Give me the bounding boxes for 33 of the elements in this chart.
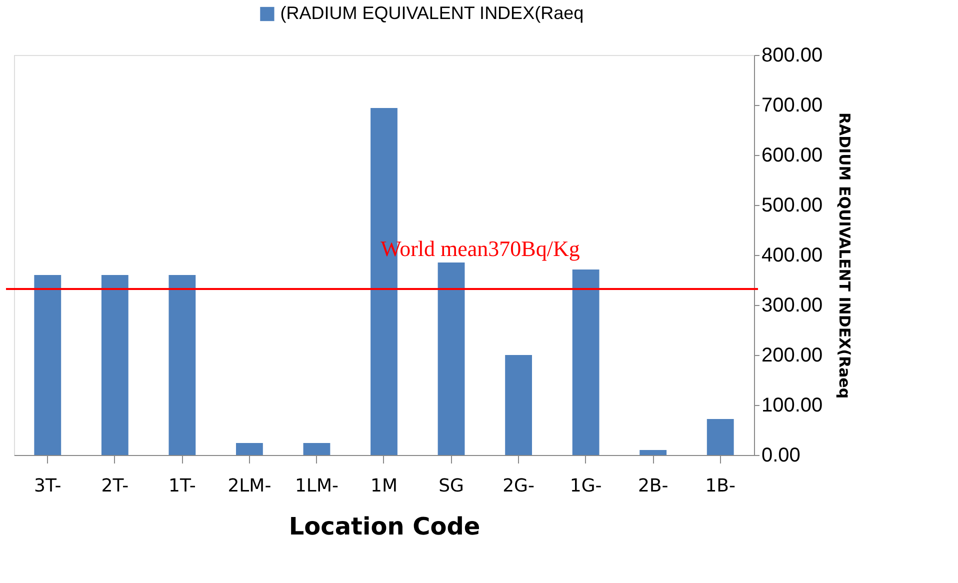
x-tick-label: 2B- — [638, 476, 668, 496]
bar — [640, 450, 667, 455]
bar — [236, 443, 263, 455]
x-tick-label: SG — [438, 476, 464, 496]
y-tick-label: 100.00 — [762, 394, 823, 416]
x-tick-label: 1M — [370, 476, 398, 496]
y-tick-label: 600.00 — [762, 144, 823, 166]
legend-label: (RADIUM EQUIVALENT INDEX(Raeq — [280, 3, 584, 23]
y-tick-label: 200.00 — [762, 344, 823, 366]
x-tick-label: 2LM- — [228, 476, 272, 496]
y-tick-label: 500.00 — [762, 194, 823, 216]
x-tick-label: 3T- — [34, 476, 62, 496]
y-tick-label: 400.00 — [762, 244, 823, 266]
bar — [168, 275, 196, 455]
bar — [438, 262, 465, 455]
bar — [706, 419, 734, 455]
bar — [34, 275, 62, 455]
y-tick-label: 700.00 — [762, 94, 823, 116]
y-tick-label: 0.00 — [762, 444, 800, 466]
bar — [303, 443, 330, 455]
x-tick-label: 1B- — [705, 476, 736, 496]
x-axis-title: Location Code — [288, 512, 480, 540]
x-tick-label: 2G- — [502, 476, 534, 496]
x-tick-label: 1G- — [570, 476, 602, 496]
y-tick-label: 300.00 — [762, 294, 823, 316]
x-tick-label: 1LM- — [294, 476, 338, 496]
y-tick-label: 800.00 — [762, 44, 823, 66]
bar — [572, 270, 600, 455]
y-axis-title: RADIUM EQUIVALENT INDEX(Raeq — [836, 112, 854, 399]
x-tick-label: 1T- — [168, 476, 196, 496]
x-tick-label: 2T- — [101, 476, 129, 496]
bar — [101, 275, 128, 455]
bar — [505, 355, 532, 455]
